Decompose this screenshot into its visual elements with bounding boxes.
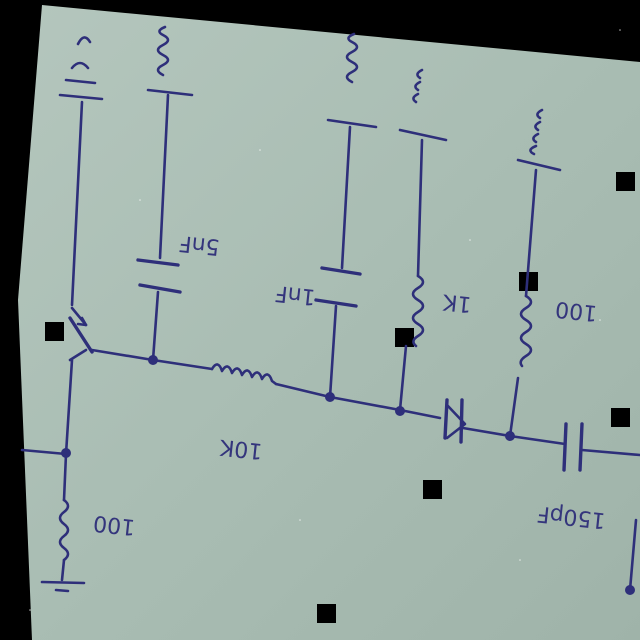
transistor: [68, 306, 94, 362]
wire-resistor-ground: [60, 558, 66, 582]
ground-symbol-top-left: [58, 36, 104, 101]
output-stub: [628, 518, 638, 592]
junction-dots: [61, 355, 515, 458]
main-wire-mid: [274, 382, 442, 420]
label-1nf: 1nF: [274, 280, 317, 309]
ground-symbol-bottom-left: [40, 580, 86, 593]
wire-emitter-resistor: [62, 452, 68, 502]
mask-squares: [45, 172, 635, 623]
diode: [443, 398, 467, 444]
input-wire: [20, 448, 68, 456]
transistor-collector-wire: [70, 100, 84, 307]
label-5nf: 5nF: [178, 230, 221, 259]
capacitor-1nf-branch: [314, 32, 378, 399]
label-100-left: 100: [92, 510, 136, 539]
capacitor-5nf-branch: [136, 25, 194, 362]
photo-specks: [29, 29, 621, 611]
capacitor-150pf: [562, 422, 584, 472]
output-wire: [580, 448, 640, 457]
paper-sheet: [18, 5, 640, 640]
label-10k: 10K: [218, 434, 263, 463]
transistor-emitter-wire: [64, 358, 74, 456]
resistor-1k-branch: [398, 68, 448, 412]
circuit: [20, 25, 640, 595]
resistor-100-left: [58, 498, 70, 562]
label-100-right: 100: [554, 296, 598, 325]
resistor-100-right-branch: [508, 108, 562, 438]
resistor-10k: [210, 363, 278, 386]
label-1k: 1K: [441, 288, 472, 316]
